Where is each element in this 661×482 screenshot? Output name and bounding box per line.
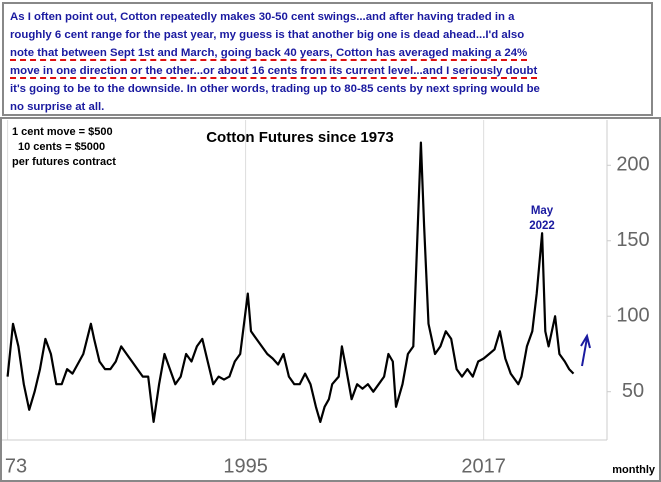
y-tick-label: 200 — [616, 154, 649, 176]
y-tick-label: 100 — [616, 305, 649, 327]
x-tick-label: 73 — [5, 455, 27, 477]
note-line: roughly 6 cent range for the past year, … — [10, 29, 525, 41]
annotation: 10 cents = $5000 — [18, 141, 105, 153]
y-tick-label: 150 — [616, 229, 649, 251]
event-label: 2022 — [529, 220, 555, 232]
event-label: May — [531, 205, 554, 217]
note-line: move in one direction or the other...or … — [10, 62, 645, 80]
note-line: no surprise at all. — [10, 101, 105, 113]
x-tick-label: 2017 — [461, 455, 506, 477]
note-text: note that between Sept 1st and March, go… — [10, 47, 528, 61]
annotation: per futures contract — [12, 156, 116, 168]
up-arrow — [580, 333, 591, 367]
chart-title: Cotton Futures since 1973 — [206, 129, 394, 146]
annotation: 1 cent move = $500 — [12, 126, 113, 138]
note-line: As I often point out, Cotton repeatedly … — [10, 11, 515, 23]
commentary-box: As I often point out, Cotton repeatedly … — [2, 2, 653, 116]
y-tick-label: 50 — [622, 380, 644, 402]
x-tick-label: 1995 — [223, 455, 268, 477]
price-line — [6, 141, 575, 423]
frequency-label: monthly — [612, 464, 656, 476]
note-text: move in one direction or the other...or … — [10, 65, 538, 79]
note-line: note that between Sept 1st and March, go… — [10, 44, 645, 62]
chart-frame — [0, 117, 661, 482]
note-line: it's going to be to the downside. In oth… — [10, 83, 540, 95]
